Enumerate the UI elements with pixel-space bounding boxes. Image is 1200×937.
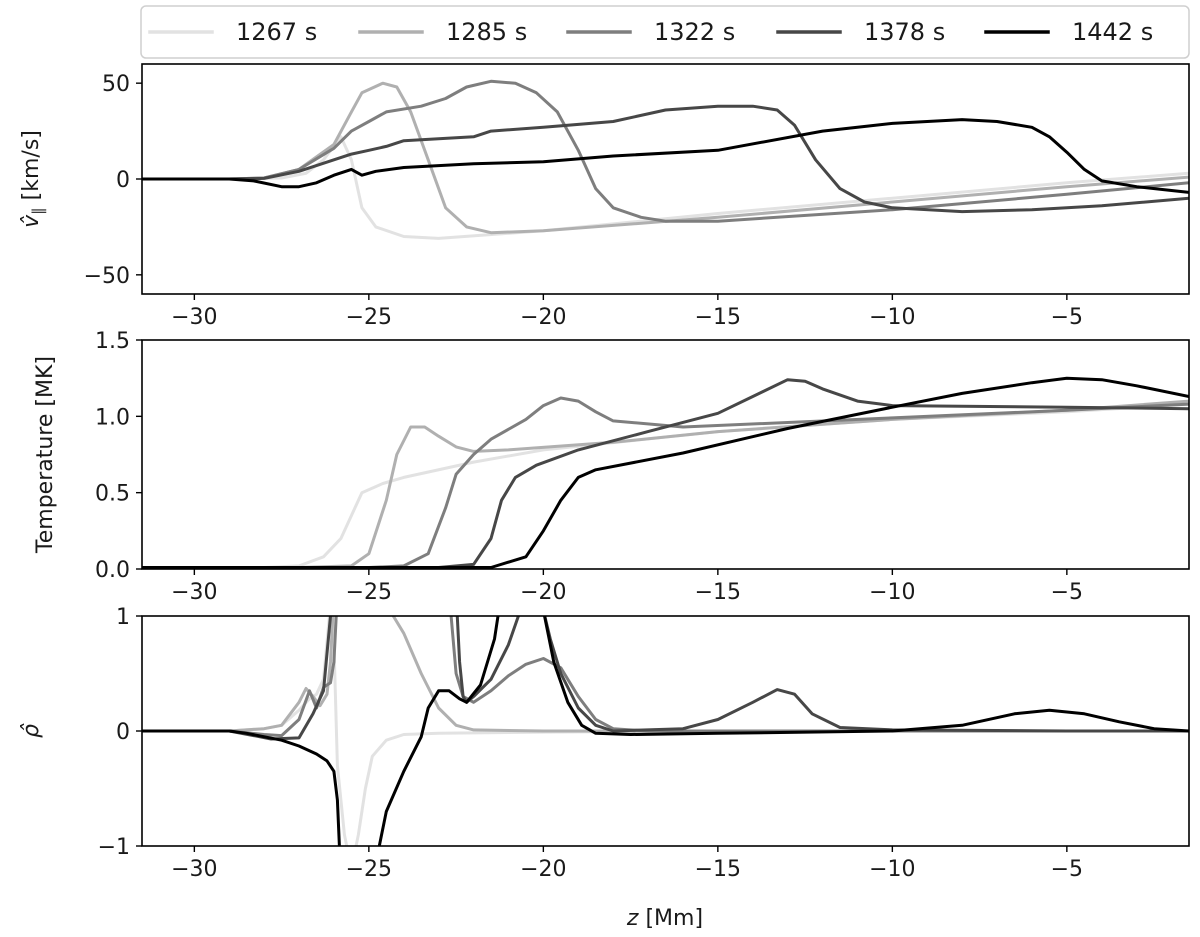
x-tick-label: −20 [520,857,566,882]
series-line-1378s [142,616,1189,741]
panel-frame [141,63,1190,295]
y-tick-label: 0 [116,720,130,745]
series-group [142,376,1189,569]
series-group [142,616,1189,846]
x-tick-label: −10 [869,857,915,882]
x-axis-label: z [Mm] [626,906,703,931]
legend-label: 1442 s [1072,18,1153,46]
series-line-1378s [142,378,1189,569]
y-axis-label-main: ρ̂ [19,723,44,738]
y-tick-label: −1 [98,835,130,860]
y-axis-label-sub: ∥ [29,207,47,215]
y-axis-label-main: v̂ [19,214,44,228]
y-tick-label: −50 [84,264,130,289]
y-tick-label: 50 [102,72,130,97]
series-line-1442s [142,118,1189,194]
x-tick-label: −10 [869,305,915,330]
series-line-1442s [142,376,1189,569]
series-group [142,79,1189,240]
x-tick-label: −30 [171,580,217,605]
series-line-1322s [142,79,1189,223]
x-tick-label: −20 [520,305,566,330]
x-tick-label: −10 [869,580,915,605]
x-tick-label: −25 [346,580,392,605]
legend-entries: 1267 s 1285 s 1322 s 1378 s 1442 s [148,18,1153,46]
x-tick-label: −30 [171,857,217,882]
series-line-1322s [142,396,1189,569]
x-axis-label-unit: [Mm] [638,906,703,931]
x-tick-label: −5 [1051,857,1083,882]
series-line-1285s [142,616,1189,733]
series-line-1442s [142,616,1189,846]
series-line-1267s [142,616,1189,846]
legend: 1267 s 1285 s 1322 s 1378 s 1442 s [140,5,1190,59]
legend-label: 1267 s [236,18,317,46]
y-tick-label: 0.5 [95,482,130,507]
x-tick-label: −15 [695,857,741,882]
x-tick-label: −15 [695,580,741,605]
legend-box [140,5,1190,59]
panel-frame [141,339,1190,570]
panel-temperature: −30 −25 −20 −15 −10 −5 0.0 0.5 1.0 1.5 Temperature… [33,329,1190,605]
legend-label: 1322 s [654,18,735,46]
x-tick-label: −20 [520,580,566,605]
x-tick-label: −25 [346,857,392,882]
series-line-1322s [142,616,1189,738]
y-tick-label: 1.0 [95,405,130,430]
x-axis-label-var: z [626,906,639,931]
y-axis-label: Temperature [MK] [33,356,58,554]
legend-label: 1378 s [864,18,945,46]
x-tick-label: −5 [1051,305,1083,330]
x-tick-label: −30 [171,305,217,330]
y-axis-label-main: Temperature [MK] [33,356,58,554]
series-line-1267s [142,135,1189,240]
legend-label: 1285 s [446,18,527,46]
x-tick-label: −15 [695,305,741,330]
x-tick-label: −5 [1051,580,1083,605]
y-axis-label: v̂∥ [km/s] [19,130,47,228]
y-tick-label: 0.0 [95,558,130,583]
series-line-1378s [142,104,1189,214]
series-line-1285s [142,399,1189,569]
panel-velocity: −30 −25 −20 −15 −10 −5 −50 0 50 v̂∥ [km/s] [19,63,1190,330]
y-axis-label-unit: [km/s] [19,130,44,207]
series-line-1267s [142,402,1189,569]
y-axis-label: ρ̂ [19,723,44,738]
y-tick-label: 1.5 [95,329,130,354]
x-tick-label: −25 [346,305,392,330]
y-tick-label: 0 [116,168,130,193]
y-tick-label: 1 [116,605,130,630]
